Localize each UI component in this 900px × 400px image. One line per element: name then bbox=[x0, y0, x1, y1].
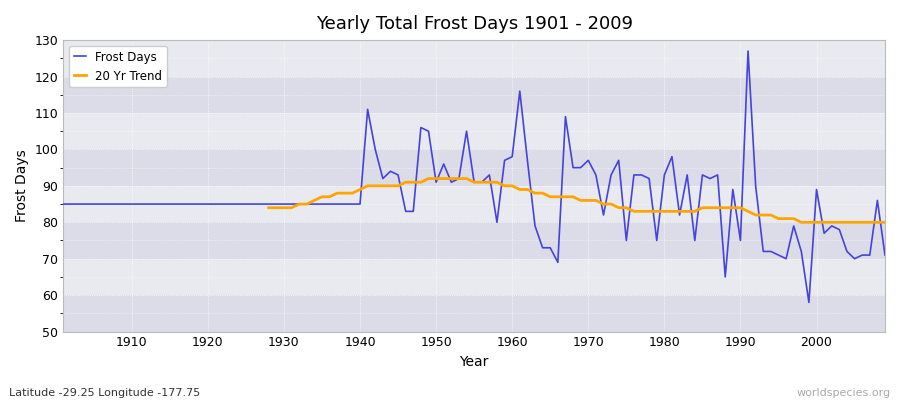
20 Yr Trend bbox=[438, 176, 449, 181]
20 Yr Trend bbox=[751, 212, 761, 217]
X-axis label: Year: Year bbox=[460, 355, 489, 369]
Bar bbox=[63, 186, 885, 222]
Text: worldspecies.org: worldspecies.org bbox=[796, 388, 891, 398]
Title: Yearly Total Frost Days 1901 - 2009: Yearly Total Frost Days 1901 - 2009 bbox=[316, 15, 633, 33]
20 Yr Trend bbox=[560, 194, 571, 199]
Text: Latitude -29.25 Longitude -177.75: Latitude -29.25 Longitude -177.75 bbox=[9, 388, 200, 398]
Frost Days bbox=[286, 202, 297, 206]
Frost Days bbox=[879, 253, 890, 258]
20 Yr Trend bbox=[408, 180, 418, 185]
Frost Days bbox=[58, 202, 68, 206]
20 Yr Trend bbox=[423, 176, 434, 181]
Bar bbox=[63, 222, 885, 259]
20 Yr Trend bbox=[879, 220, 890, 225]
Frost Days bbox=[119, 202, 130, 206]
Legend: Frost Days, 20 Yr Trend: Frost Days, 20 Yr Trend bbox=[69, 46, 166, 87]
Frost Days bbox=[507, 154, 517, 159]
20 Yr Trend bbox=[796, 220, 806, 225]
Bar bbox=[63, 259, 885, 295]
Line: Frost Days: Frost Days bbox=[63, 51, 885, 302]
Frost Days bbox=[804, 300, 814, 305]
Bar bbox=[63, 76, 885, 113]
Bar bbox=[63, 150, 885, 186]
Frost Days bbox=[742, 49, 753, 54]
20 Yr Trend bbox=[766, 212, 777, 217]
20 Yr Trend bbox=[446, 176, 456, 181]
Bar bbox=[63, 295, 885, 332]
Frost Days bbox=[332, 202, 343, 206]
Y-axis label: Frost Days: Frost Days bbox=[15, 150, 29, 222]
Frost Days bbox=[500, 158, 510, 163]
Line: 20 Yr Trend: 20 Yr Trend bbox=[269, 178, 885, 222]
Bar bbox=[63, 113, 885, 150]
20 Yr Trend bbox=[264, 205, 274, 210]
Bar bbox=[63, 40, 885, 76]
Frost Days bbox=[598, 212, 609, 217]
